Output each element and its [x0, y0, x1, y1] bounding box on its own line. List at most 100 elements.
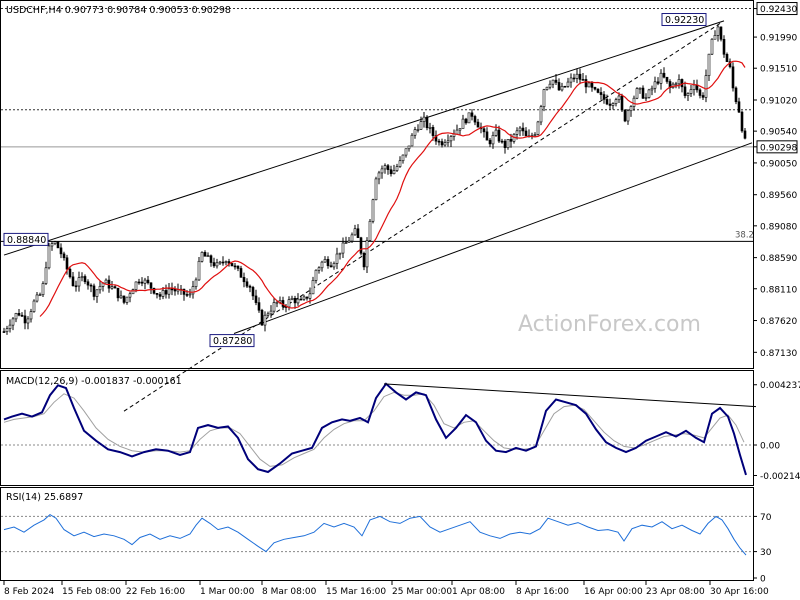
candle-body	[446, 140, 450, 143]
candle-body	[713, 35, 717, 40]
candle-body	[359, 237, 363, 254]
candle-body	[377, 172, 381, 180]
candle-body	[260, 309, 264, 326]
candle-body	[2, 331, 6, 333]
rsi-line	[3, 513, 747, 556]
candle-body	[488, 139, 492, 145]
callout-0.92230: 0.92230	[661, 13, 707, 27]
candle-body	[113, 286, 117, 289]
candle-body	[614, 99, 618, 104]
candle-body	[404, 148, 408, 156]
candle-body	[56, 241, 60, 249]
price-tick-label: 0.91020	[760, 97, 797, 107]
candle-body	[188, 293, 192, 296]
candle-body	[302, 296, 306, 300]
candle-body	[182, 288, 186, 295]
candle-body	[413, 129, 417, 136]
candle-body	[416, 129, 420, 131]
time-tick-label: 30 Apr 16:00	[710, 587, 769, 597]
candle-body	[659, 72, 663, 84]
time-tick-label: 8 Feb 2024	[4, 587, 55, 597]
macd-tick-label: 0.00	[760, 442, 780, 452]
candle-body	[722, 39, 726, 55]
candle-body	[491, 135, 495, 145]
candle-body	[149, 282, 153, 289]
callout-0.88840: 0.88840	[3, 232, 49, 246]
candle-body	[692, 84, 696, 90]
rsi-title: RSI(14) 25.6897	[6, 492, 83, 503]
candle-body	[185, 294, 189, 296]
candle-body	[590, 82, 594, 88]
price-panel-frame	[0, 0, 754, 369]
price-tick-label: 0.87130	[760, 349, 797, 359]
price-tick-highlight	[756, 140, 798, 154]
candle-body	[35, 294, 39, 302]
candle-body	[551, 79, 555, 85]
candle-body	[464, 118, 468, 124]
candle-body	[146, 279, 150, 284]
candle-body	[632, 97, 636, 107]
price-tick-label: 0.88590	[760, 254, 797, 264]
price-callouts: 0.92230 0.88840 0.87280	[3, 13, 707, 348]
candle-body	[263, 314, 267, 326]
macd-panel-frame	[0, 370, 754, 486]
time-tick-label: 15 Mar 16:00	[326, 587, 386, 597]
candle-body	[710, 38, 714, 55]
candle-body	[290, 297, 294, 300]
candle-body	[575, 73, 579, 79]
candle-body	[152, 287, 156, 294]
candle-body	[584, 79, 588, 88]
callout-label: 0.88840	[7, 235, 46, 246]
candle-body	[5, 328, 9, 332]
candle-body	[548, 83, 552, 88]
candle-body	[440, 141, 444, 146]
candle-body	[50, 243, 54, 247]
candle-body	[620, 95, 624, 111]
candle-body	[524, 130, 528, 137]
candle-body	[161, 290, 165, 297]
candle-body	[11, 318, 15, 326]
candle-body	[521, 127, 525, 132]
callout-0.87280: 0.87280	[209, 334, 255, 348]
candle-body	[173, 289, 177, 292]
candle-body	[329, 265, 333, 268]
time-tick-label: 25 Mar 00:00	[392, 587, 452, 597]
price-axis: 0.92430 0.91990 0.91510 0.91020 0.90540 0.902…	[753, 2, 798, 359]
rsi-indicator	[1, 513, 753, 556]
candle-body	[317, 267, 321, 271]
watermark: ActionForex.com	[518, 312, 701, 337]
candle-body	[365, 240, 369, 268]
callout-box	[661, 13, 707, 27]
trend-channel	[3, 20, 753, 412]
candle-body	[554, 79, 558, 83]
candle-body	[383, 165, 387, 170]
candle-body	[455, 129, 459, 135]
price-levels: 38.2	[1, 8, 754, 242]
candle-body	[419, 121, 423, 130]
candle-body	[221, 261, 225, 264]
candle-body	[689, 89, 693, 94]
price-tick-label: 0.91510	[760, 65, 797, 75]
macd-line	[3, 382, 747, 476]
candle-body	[89, 284, 93, 287]
candle-body	[140, 281, 144, 284]
time-tick-label: 1 Apr 08:00	[452, 587, 505, 597]
price-tick-label: 0.87620	[760, 317, 797, 327]
candle-body	[158, 294, 162, 297]
candle-body	[449, 136, 453, 142]
candle-body	[203, 252, 207, 257]
candle-body	[233, 265, 237, 268]
callout-box	[3, 232, 49, 246]
candle-body	[29, 311, 33, 320]
candle-body	[380, 168, 384, 174]
candle-body	[167, 288, 171, 295]
callout-label: 0.87280	[213, 336, 252, 347]
candle-body	[104, 279, 108, 284]
candle-body	[92, 285, 96, 297]
candle-body	[686, 93, 690, 96]
candle-body	[407, 145, 411, 150]
price-tick-label: 0.88110	[760, 285, 797, 295]
candle-body	[242, 277, 246, 283]
candle-body	[593, 87, 597, 90]
candle-body	[494, 129, 498, 136]
